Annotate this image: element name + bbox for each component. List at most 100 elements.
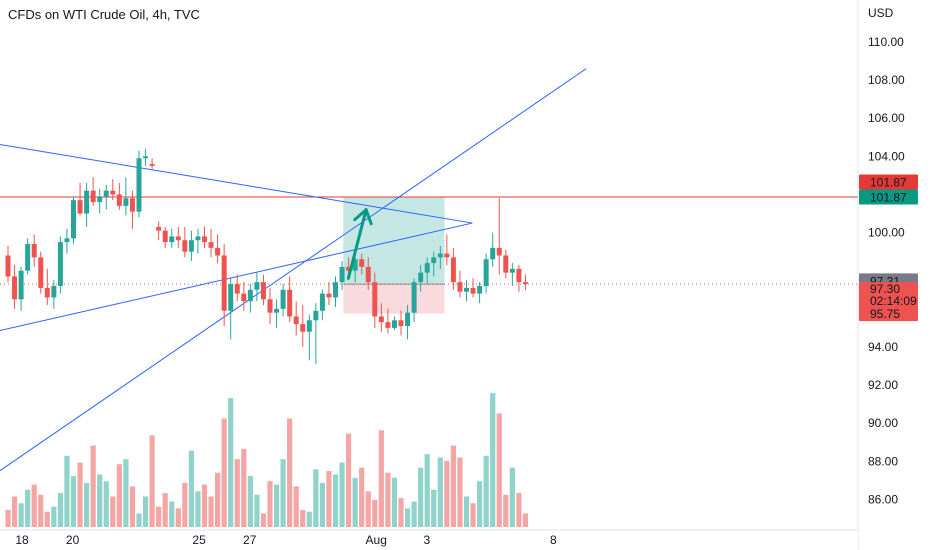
candle-body — [280, 289, 286, 309]
volume-bar — [352, 477, 358, 527]
volume-bar — [503, 494, 509, 527]
candle-body — [234, 284, 240, 294]
candle-body — [215, 247, 221, 256]
candle-body — [110, 190, 116, 195]
volume-bar — [431, 489, 437, 527]
currency-label: USD — [868, 6, 894, 20]
volume-bar — [411, 501, 417, 527]
candle-body — [71, 200, 76, 239]
candle-body — [333, 282, 338, 298]
candle-body — [503, 255, 509, 273]
volume-bar — [182, 482, 188, 527]
price-label: 101.87 — [870, 190, 907, 204]
volume-bar — [110, 496, 116, 527]
price-label: 97.30 — [870, 282, 900, 296]
candle-body — [188, 240, 194, 252]
candle-body — [267, 299, 273, 313]
candle-body — [182, 240, 188, 252]
volume-bar — [404, 508, 411, 527]
volume-bar — [516, 493, 522, 527]
volume-bar — [378, 430, 384, 527]
candle-body — [149, 163, 155, 166]
volume-bar — [385, 472, 391, 527]
candle-body — [274, 308, 280, 313]
y-tick-label: 90.00 — [868, 416, 898, 430]
candle-body — [490, 247, 496, 260]
price-label-box — [859, 282, 918, 309]
price-label-box — [859, 306, 918, 322]
volume-bar — [84, 482, 90, 527]
candle-body — [405, 312, 411, 327]
volume-bar — [372, 499, 378, 527]
volume-bar — [156, 506, 162, 527]
candle-body — [84, 190, 90, 214]
volume-bar — [103, 481, 109, 527]
volume-bar — [142, 496, 149, 527]
candle-body — [195, 236, 201, 241]
price-label: 95.75 — [870, 307, 900, 321]
volume-bar — [175, 508, 181, 527]
candle-body — [31, 244, 37, 258]
candle-body — [306, 320, 312, 332]
volume-bar — [260, 513, 267, 527]
volume-bar — [391, 477, 398, 527]
volume-bar — [57, 493, 63, 527]
x-tick-label: 18 — [15, 533, 29, 547]
candle-body — [300, 324, 306, 332]
candle-body — [129, 198, 135, 212]
volume-bar — [188, 450, 194, 527]
candle-body — [156, 226, 162, 231]
candle-body — [457, 282, 463, 292]
candle-body — [241, 293, 247, 302]
candle-body — [372, 282, 378, 317]
x-tick-label: 25 — [192, 533, 206, 547]
volume-bar — [300, 510, 306, 527]
candle-body — [57, 242, 63, 286]
candle-body — [431, 257, 437, 264]
volume-bar — [463, 496, 470, 527]
candle-body — [169, 236, 175, 243]
volume-bar — [424, 454, 430, 527]
x-tick-label: 3 — [423, 533, 430, 547]
volume-bar — [90, 445, 96, 527]
y-tick-label: 104.00 — [868, 149, 905, 163]
candle-body — [64, 238, 70, 243]
arrow-head — [353, 208, 368, 222]
volume-bar — [195, 491, 201, 527]
volume-bar — [44, 511, 50, 527]
candle-body — [38, 257, 44, 288]
volume-bar — [398, 498, 404, 527]
candle-body — [12, 276, 18, 300]
volume-bar — [313, 469, 319, 527]
volume-bar — [70, 476, 77, 527]
candle-body — [293, 316, 299, 325]
volume-bar — [247, 476, 253, 527]
candle-body — [437, 253, 443, 258]
stop-zone[interactable] — [343, 284, 445, 314]
candle-body — [247, 289, 253, 302]
volume-bar — [254, 494, 260, 527]
trendline-upper[interactable] — [0, 130, 473, 224]
candle-body — [202, 236, 207, 243]
target-arrow[interactable] — [346, 208, 368, 280]
price-label-box — [859, 189, 918, 205]
candle-body — [339, 266, 345, 283]
volume-bar — [490, 393, 496, 527]
volume-bar — [123, 459, 129, 527]
volume-bar — [208, 496, 214, 527]
candle-body — [175, 236, 181, 241]
volume-bar — [116, 464, 122, 527]
candle-body — [365, 266, 371, 283]
candle-body — [143, 156, 149, 159]
candle-body — [496, 247, 502, 256]
trendline-lower[interactable] — [0, 222, 473, 351]
x-tick-label: Aug — [366, 533, 387, 547]
time-axis-panel[interactable] — [0, 530, 858, 550]
volume-bar — [18, 503, 24, 527]
candle-body — [477, 285, 483, 294]
volume-bar — [470, 503, 476, 527]
volume-bar — [38, 494, 44, 527]
volume-bar — [201, 484, 208, 527]
